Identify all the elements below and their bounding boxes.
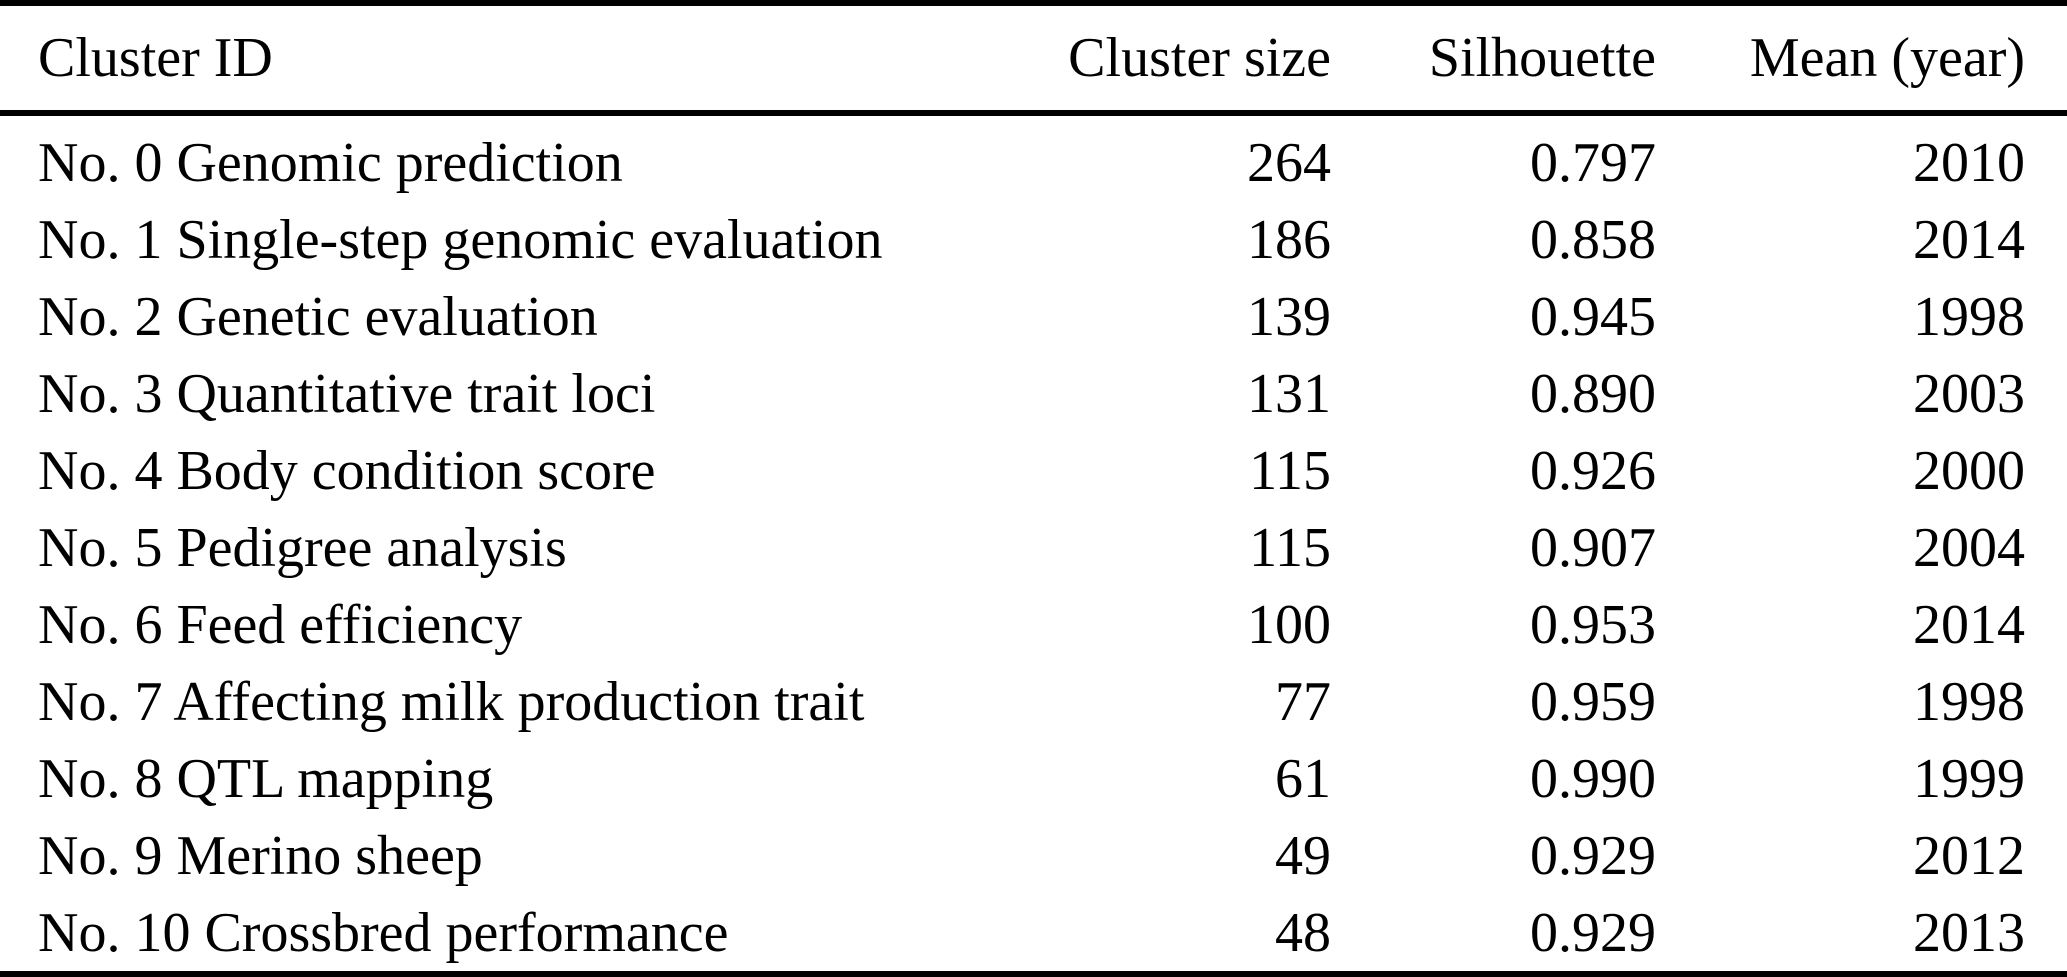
cell-cluster-size: 131 (1247, 362, 1331, 425)
table-row: No. 0 Genomic prediction 264 0.797 2010 (0, 113, 2067, 201)
cell-silhouette: 0.959 (1530, 670, 1656, 733)
cell-mean-year: 2014 (1913, 593, 2025, 656)
cell-silhouette: 0.926 (1530, 439, 1656, 502)
cell-silhouette: 0.945 (1530, 285, 1656, 348)
cell-mean-year: 1998 (1913, 670, 2025, 733)
cell-cluster-id: No. 2 Genetic evaluation (38, 285, 598, 348)
table-row: No. 2 Genetic evaluation 139 0.945 1998 (0, 278, 2067, 355)
cell-silhouette: 0.953 (1530, 593, 1656, 656)
cell-cluster-id: No. 5 Pedigree analysis (38, 516, 567, 579)
cell-silhouette: 0.797 (1530, 131, 1656, 194)
cell-mean-year: 2014 (1913, 208, 2025, 271)
cell-mean-year: 1999 (1913, 747, 2025, 810)
cell-mean-year: 1998 (1913, 285, 2025, 348)
col-header-mean-year: Mean (year) (1656, 3, 2067, 116)
cell-cluster-size: 61 (1275, 747, 1331, 810)
cell-cluster-id: No. 8 QTL mapping (38, 747, 494, 810)
cell-cluster-id: No. 10 Crossbred performance (38, 901, 729, 964)
cell-cluster-id: No. 4 Body condition score (38, 439, 656, 502)
table-row: No. 6 Feed efficiency 100 0.953 2014 (0, 586, 2067, 663)
cell-cluster-size: 77 (1275, 670, 1331, 733)
table-row: No. 4 Body condition score 115 0.926 200… (0, 432, 2067, 509)
cell-mean-year: 2013 (1913, 901, 2025, 964)
cell-cluster-size: 115 (1249, 516, 1331, 579)
cell-cluster-id: No. 7 Affecting milk production trait (38, 670, 865, 733)
cell-silhouette: 0.907 (1530, 516, 1656, 579)
cell-silhouette: 0.890 (1530, 362, 1656, 425)
cell-cluster-id: No. 6 Feed efficiency (38, 593, 523, 656)
table-row: No. 1 Single-step genomic evaluation 186… (0, 201, 2067, 278)
table-row: No. 3 Quantitative trait loci 131 0.890 … (0, 355, 2067, 432)
cell-silhouette: 0.858 (1530, 208, 1656, 271)
cell-mean-year: 2003 (1913, 362, 2025, 425)
cell-mean-year: 2004 (1913, 516, 2025, 579)
col-header-cluster-id: Cluster ID (0, 3, 1000, 116)
header-row: Cluster ID Cluster size Silhouette Mean … (0, 3, 2067, 116)
cell-cluster-size: 139 (1247, 285, 1331, 348)
cell-cluster-size: 115 (1249, 439, 1331, 502)
col-header-cluster-size: Cluster size (1000, 3, 1331, 116)
cell-cluster-size: 100 (1247, 593, 1331, 656)
cell-cluster-id: No. 9 Merino sheep (38, 824, 483, 887)
table-row: No. 5 Pedigree analysis 115 0.907 2004 (0, 509, 2067, 586)
table-row: No. 10 Crossbred performance 48 0.929 20… (0, 894, 2067, 975)
table-row: No. 8 QTL mapping 61 0.990 1999 (0, 740, 2067, 817)
cell-cluster-id: No. 3 Quantitative trait loci (38, 362, 656, 425)
table-row: No. 9 Merino sheep 49 0.929 2012 (0, 817, 2067, 894)
table-row: No. 7 Affecting milk production trait 77… (0, 663, 2067, 740)
col-header-silhouette: Silhouette (1331, 3, 1656, 116)
cell-mean-year: 2012 (1913, 824, 2025, 887)
cell-cluster-size: 264 (1247, 131, 1331, 194)
cell-cluster-id: No. 0 Genomic prediction (38, 131, 623, 194)
cell-silhouette: 0.990 (1530, 747, 1656, 810)
cell-silhouette: 0.929 (1530, 901, 1656, 964)
cell-mean-year: 2010 (1913, 131, 2025, 194)
cell-cluster-id: No. 1 Single-step genomic evaluation (38, 208, 883, 271)
cell-cluster-size: 186 (1247, 208, 1331, 271)
cell-cluster-size: 48 (1275, 901, 1331, 964)
cell-silhouette: 0.929 (1530, 824, 1656, 887)
cell-mean-year: 2000 (1913, 439, 2025, 502)
table-body: No. 0 Genomic prediction 264 0.797 2010 … (0, 113, 2067, 975)
cell-cluster-size: 49 (1275, 824, 1331, 887)
